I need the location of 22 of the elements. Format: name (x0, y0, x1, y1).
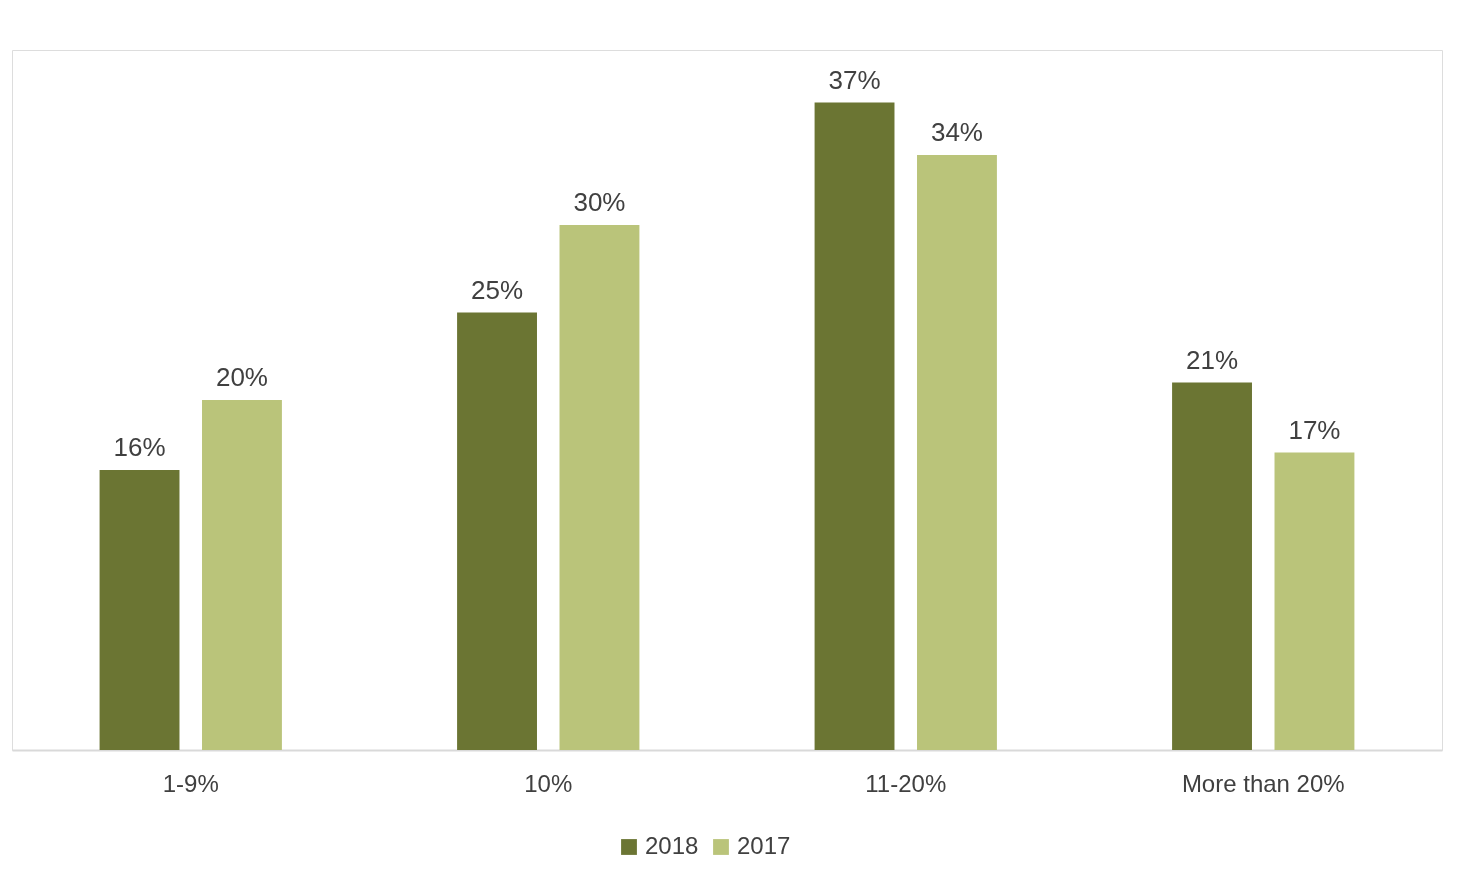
data-label: 16% (113, 432, 166, 462)
x-tick-label: 10% (524, 769, 573, 797)
bar (202, 400, 282, 750)
x-tick-label: 1-9% (162, 769, 219, 797)
data-label: 25% (471, 274, 524, 305)
legend-label: 2018 (645, 832, 699, 859)
bar (99, 470, 180, 750)
x-tick-label: More than 20% (1181, 769, 1345, 797)
data-label: 30% (573, 187, 626, 217)
data-label: 34% (930, 117, 983, 147)
data-label: 37% (828, 64, 881, 95)
bar (457, 312, 537, 750)
legend-label: 2017 (737, 832, 791, 859)
bar (814, 102, 895, 750)
bar (1274, 452, 1355, 750)
bar (559, 225, 640, 750)
bar (917, 155, 997, 750)
bar (1172, 382, 1252, 750)
x-tick-label: 11-20% (865, 769, 947, 797)
data-label: 21% (1186, 344, 1239, 375)
data-label: 20% (215, 362, 268, 392)
data-label: 17% (1288, 414, 1341, 445)
